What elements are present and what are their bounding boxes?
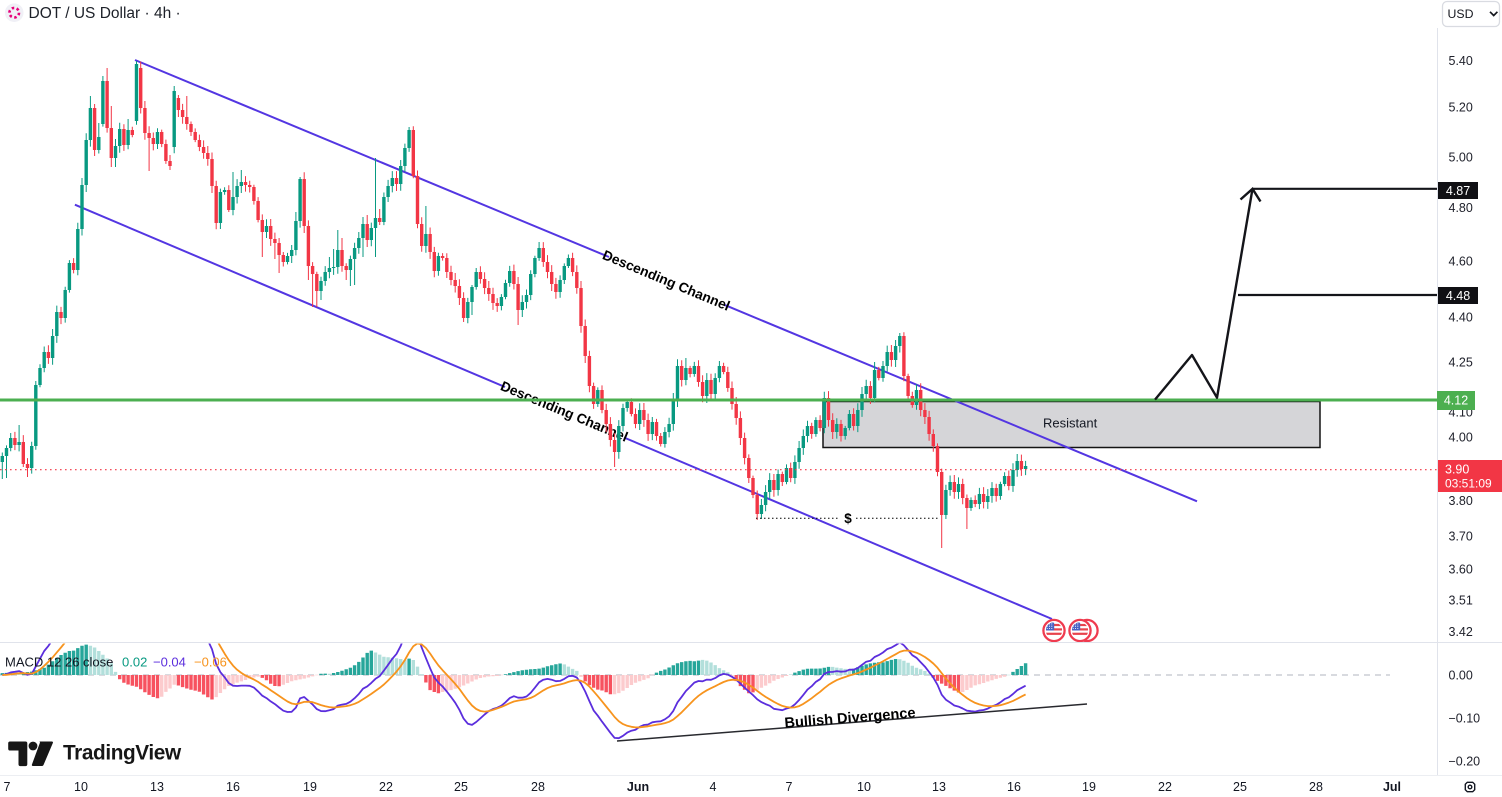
svg-text:−0.20: −0.20 xyxy=(1449,754,1481,768)
svg-text:−0.04: −0.04 xyxy=(153,655,186,670)
svg-text:25: 25 xyxy=(454,780,468,794)
svg-text:22: 22 xyxy=(379,780,393,794)
svg-text:16: 16 xyxy=(1007,780,1021,794)
svg-text:MACD 12 26 close: MACD 12 26 close xyxy=(5,655,113,670)
svg-text:19: 19 xyxy=(1082,780,1096,794)
svg-text:3.80: 3.80 xyxy=(1449,494,1473,508)
svg-text:DOT / US Dollar · 4h ·: DOT / US Dollar · 4h · xyxy=(29,5,181,22)
svg-text:28: 28 xyxy=(1309,780,1323,794)
svg-text:Jun: Jun xyxy=(627,780,649,794)
svg-text:4.12: 4.12 xyxy=(1444,394,1468,408)
svg-text:4.87: 4.87 xyxy=(1446,184,1470,198)
svg-text:Resistant: Resistant xyxy=(1043,416,1098,431)
svg-text:7: 7 xyxy=(4,780,11,794)
svg-text:3.70: 3.70 xyxy=(1449,529,1473,543)
svg-text:25: 25 xyxy=(1233,780,1247,794)
svg-text:TradingView: TradingView xyxy=(63,742,182,765)
svg-text:Jul: Jul xyxy=(1383,780,1401,794)
svg-text:3.42: 3.42 xyxy=(1449,625,1473,639)
svg-text:−0.06: −0.06 xyxy=(194,655,227,670)
svg-text:5.20: 5.20 xyxy=(1449,100,1473,114)
svg-text:4.80: 4.80 xyxy=(1449,201,1473,215)
svg-text:10: 10 xyxy=(857,780,871,794)
svg-text:16: 16 xyxy=(226,780,240,794)
svg-text:03:51:09: 03:51:09 xyxy=(1445,477,1492,491)
svg-text:4.00: 4.00 xyxy=(1449,430,1473,444)
svg-text:13: 13 xyxy=(932,780,946,794)
svg-text:4: 4 xyxy=(710,780,717,794)
svg-text:4.40: 4.40 xyxy=(1449,310,1473,324)
svg-text:19: 19 xyxy=(303,780,317,794)
svg-text:7: 7 xyxy=(786,780,793,794)
svg-text:22: 22 xyxy=(1158,780,1172,794)
svg-text:28: 28 xyxy=(531,780,545,794)
svg-text:10: 10 xyxy=(74,780,88,794)
svg-text:$: $ xyxy=(844,511,852,526)
svg-text:13: 13 xyxy=(150,780,164,794)
svg-text:4.48: 4.48 xyxy=(1446,289,1470,303)
svg-text:3.60: 3.60 xyxy=(1449,562,1473,576)
svg-text:USD: USD xyxy=(1448,7,1474,21)
svg-text:3.90: 3.90 xyxy=(1445,463,1469,477)
svg-text:4.25: 4.25 xyxy=(1449,355,1473,369)
svg-text:5.00: 5.00 xyxy=(1449,150,1473,164)
svg-text:3.51: 3.51 xyxy=(1449,593,1473,607)
svg-text:5.40: 5.40 xyxy=(1449,54,1473,68)
svg-text:−0.10: −0.10 xyxy=(1449,711,1481,725)
svg-text:4.60: 4.60 xyxy=(1449,254,1473,268)
svg-text:0.02: 0.02 xyxy=(122,655,147,670)
svg-text:0.00: 0.00 xyxy=(1449,668,1473,682)
